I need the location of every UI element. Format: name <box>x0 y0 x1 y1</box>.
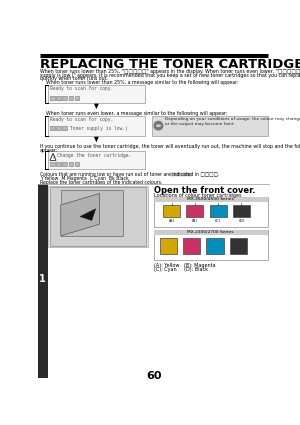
Bar <box>56 96 61 99</box>
Text: quickly when toner runs out.: quickly when toner runs out. <box>40 76 108 82</box>
Text: ✏: ✏ <box>155 123 161 129</box>
Text: (B): (B) <box>192 219 198 223</box>
Text: 1: 1 <box>39 274 46 284</box>
Bar <box>187 173 191 176</box>
Bar <box>163 205 180 217</box>
Text: MX-2300/2700 Series: MX-2300/2700 Series <box>187 230 234 235</box>
Circle shape <box>154 122 163 130</box>
Text: (A): (A) <box>169 219 175 223</box>
Text: 60: 60 <box>146 371 161 380</box>
Bar <box>75 162 80 166</box>
Bar <box>152 116 268 136</box>
Bar <box>62 96 67 99</box>
Text: When toner runs lower than 25%, a message similar to the following will appear:: When toner runs lower than 25%, a messag… <box>40 80 238 85</box>
Polygon shape <box>80 209 96 221</box>
Bar <box>176 173 181 176</box>
Text: When toner runs lower than 25%, "□□□□□" appears in the display. When toner runs : When toner runs lower than 25%, "□□□□□" … <box>40 69 300 74</box>
Text: Locations of colour toner cartridges: Locations of colour toner cartridges <box>154 193 241 198</box>
Bar <box>48 116 145 136</box>
Bar <box>68 162 73 166</box>
Bar <box>56 162 61 166</box>
Text: Replace the toner cartridges of the indicated colours.: Replace the toner cartridges of the indi… <box>40 180 162 184</box>
Text: If you continue to use the toner cartridge, the toner will eventually run out, t: If you continue to use the toner cartrid… <box>40 144 300 149</box>
Bar <box>62 162 67 166</box>
Text: Ready to scan for copy.: Ready to scan for copy. <box>50 86 113 91</box>
Text: !: ! <box>52 155 54 159</box>
Bar <box>233 205 250 217</box>
Bar <box>56 127 61 130</box>
Text: Change the toner cartridge.: Change the toner cartridge. <box>57 153 131 159</box>
Bar <box>171 173 175 176</box>
Bar <box>186 205 203 217</box>
Text: appear:: appear: <box>40 147 58 153</box>
Text: supply is low.)" appears. It is recommended that you keep a set of new toner car: supply is low.)" appears. It is recommen… <box>40 73 300 78</box>
Text: When toner runs even lower, a message similar to the following will appear:: When toner runs even lower, a message si… <box>40 111 227 116</box>
Bar <box>50 127 55 130</box>
Polygon shape <box>61 193 100 236</box>
Text: Depending on your conditions of usage, the colour may change
or the output may b: Depending on your conditions of usage, t… <box>165 117 300 126</box>
Text: (C): (C) <box>215 219 221 223</box>
Bar <box>210 205 226 217</box>
Bar <box>48 186 148 247</box>
Text: (D): (D) <box>238 219 244 223</box>
Text: Y Yellow  M Magenta  C Cyan  Bk Black: Y Yellow M Magenta C Cyan Bk Black <box>40 176 128 181</box>
Bar <box>154 230 268 235</box>
Polygon shape <box>50 153 56 160</box>
Bar <box>154 196 268 202</box>
Text: REPLACING THE TONER CARTRIDGES: REPLACING THE TONER CARTRIDGES <box>40 58 300 71</box>
Bar <box>183 238 200 253</box>
Text: (C): Cyan     (D): Black: (C): Cyan (D): Black <box>154 266 208 272</box>
Bar <box>68 96 73 99</box>
Text: MX-3500/4500 Series: MX-3500/4500 Series <box>187 197 234 201</box>
Bar <box>230 238 247 253</box>
Text: Open the front cover.: Open the front cover. <box>154 186 255 195</box>
Bar <box>154 196 268 227</box>
Bar <box>38 184 48 378</box>
Bar <box>61 190 123 236</box>
Bar <box>62 127 67 130</box>
Text: Ready to scan for copy.: Ready to scan for copy. <box>50 117 113 122</box>
Bar <box>75 96 80 99</box>
Bar <box>182 173 186 176</box>
Bar <box>154 230 268 261</box>
Bar <box>50 162 55 166</box>
Bar <box>206 238 224 253</box>
Bar <box>160 238 177 253</box>
Bar <box>50 187 146 246</box>
Bar <box>50 96 55 99</box>
Text: Toner supply is low.): Toner supply is low.) <box>70 127 128 131</box>
Text: Colours that are running low or have run out of toner are indicated in □□□□.: Colours that are running low or have run… <box>40 172 219 177</box>
Bar <box>48 151 145 169</box>
Text: (A): Yellow   (B): Magenta: (A): Yellow (B): Magenta <box>154 263 215 268</box>
Bar <box>48 85 145 102</box>
